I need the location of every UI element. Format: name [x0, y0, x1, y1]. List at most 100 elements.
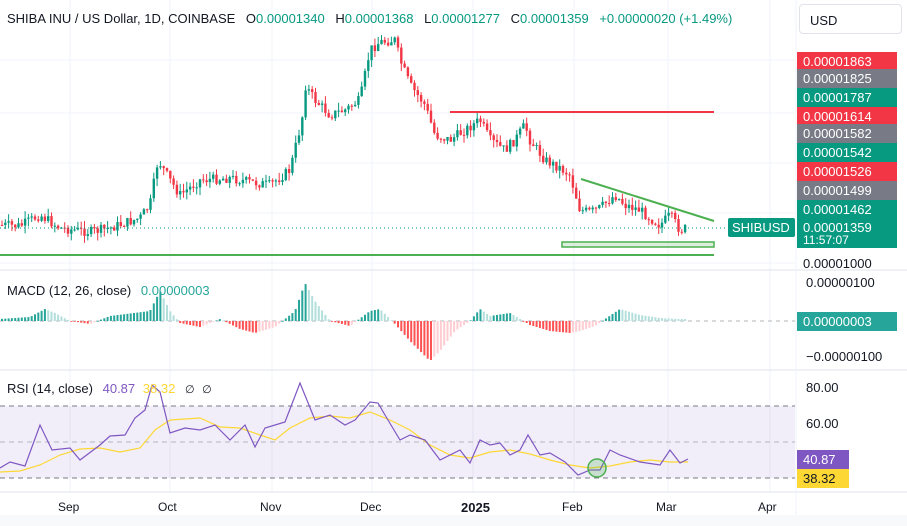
candle-down	[93, 227, 96, 229]
macd-bar	[667, 318, 670, 321]
macd-legend[interactable]: MACD (12, 26, close) 0.00000003	[7, 283, 210, 298]
candle-down	[492, 135, 495, 140]
candle-down	[532, 144, 535, 147]
macd-bar	[654, 317, 657, 321]
time-axis-label: 2025	[461, 500, 490, 515]
candle-down	[578, 198, 581, 212]
macd-bar	[311, 295, 314, 321]
macd-bar	[443, 321, 446, 346]
symbol-title[interactable]: SHIBA INU / US Dollar, 1D, COINBASE	[7, 11, 236, 26]
bar-countdown: 11:57:07	[797, 233, 897, 248]
open-value: O0.00001340	[245, 11, 325, 26]
candle-down	[542, 155, 545, 163]
macd-bar	[47, 310, 50, 321]
candle-up	[218, 180, 221, 184]
macd-bar	[63, 318, 66, 321]
close-value: C0.00001359	[510, 11, 589, 26]
macd-bar	[274, 321, 277, 327]
macd-bar	[416, 321, 419, 349]
macd-bar	[680, 319, 683, 321]
candle-up	[617, 198, 621, 200]
macd-bar	[255, 321, 258, 333]
candle-down	[594, 207, 598, 209]
macd-bar	[261, 321, 264, 331]
candle-up	[601, 201, 604, 206]
candle-down	[129, 218, 132, 225]
macd-bar	[364, 314, 366, 321]
time-axis-label: Feb	[562, 500, 583, 514]
rsi-legend[interactable]: RSI (14, close) 40.87 38.32 ∅ ∅	[7, 381, 212, 396]
macd-bar	[205, 321, 208, 325]
candle-down	[311, 89, 314, 93]
macd-bar	[14, 317, 17, 321]
macd-bar	[301, 290, 304, 321]
macd-bar	[502, 313, 505, 321]
macd-bar	[535, 321, 538, 327]
macd-bar	[258, 321, 261, 332]
currency-selector[interactable]: USD	[799, 4, 902, 34]
candle-down	[561, 165, 565, 173]
candle-down	[459, 130, 462, 135]
candle-up	[334, 110, 337, 119]
candle-down	[443, 139, 446, 141]
candle-up	[4, 222, 7, 226]
candle-down	[50, 216, 53, 227]
macd-bar	[367, 312, 370, 321]
macd-bar	[195, 321, 198, 327]
candle-down	[621, 198, 624, 204]
candle-up	[86, 234, 89, 236]
candle-up	[7, 221, 10, 223]
macd-bar	[139, 312, 142, 321]
candle-down	[10, 221, 14, 225]
macd-bar	[373, 310, 376, 321]
candle-up	[47, 216, 50, 221]
macd-bar	[281, 321, 284, 322]
candle-up	[307, 89, 311, 91]
macd-bar	[433, 321, 436, 357]
macd-bar	[439, 321, 442, 350]
candle-down	[324, 103, 327, 113]
macd-bar	[562, 321, 564, 333]
macd-bar	[446, 321, 449, 341]
candle-up	[268, 180, 271, 182]
macd-bar	[86, 321, 89, 324]
candle-up	[291, 157, 294, 173]
macd-bar	[578, 321, 581, 332]
macd-bar	[674, 318, 677, 321]
candle-down	[538, 145, 542, 156]
candle-up	[337, 110, 340, 112]
candle-up	[281, 180, 284, 182]
candle-down	[406, 67, 410, 77]
candle-down	[571, 175, 575, 188]
macd-bar	[618, 309, 621, 321]
low-value: L0.00001277	[424, 11, 500, 26]
candle-down	[96, 228, 99, 233]
candle-up	[264, 180, 268, 182]
price-level-tag: 0.00001863	[797, 52, 897, 71]
candle-down	[624, 203, 627, 209]
macd-bar	[334, 321, 337, 323]
price-level-tag: 0.00001499	[797, 181, 897, 200]
candle-up	[535, 145, 538, 147]
macd-bar	[103, 318, 106, 321]
candle-down	[512, 139, 515, 147]
candle-down	[568, 174, 571, 176]
macd-bar	[624, 310, 627, 321]
macd-bar	[509, 313, 512, 321]
macd-bar	[327, 319, 330, 321]
candle-down	[165, 168, 169, 171]
macd-bar	[532, 321, 535, 326]
candle-up	[363, 70, 367, 87]
change-value: +0.00000020 (+1.49%)	[599, 11, 733, 26]
candle-down	[330, 117, 334, 119]
candle-up	[347, 105, 350, 110]
candle-down	[419, 95, 423, 102]
price-level-tag: 0.00001582	[797, 124, 897, 143]
macd-bar	[555, 321, 558, 332]
macd-bar	[142, 311, 145, 321]
macd-bar	[314, 301, 317, 321]
candle-up	[509, 139, 512, 152]
candle-down	[20, 223, 23, 226]
candle-down	[499, 142, 502, 146]
